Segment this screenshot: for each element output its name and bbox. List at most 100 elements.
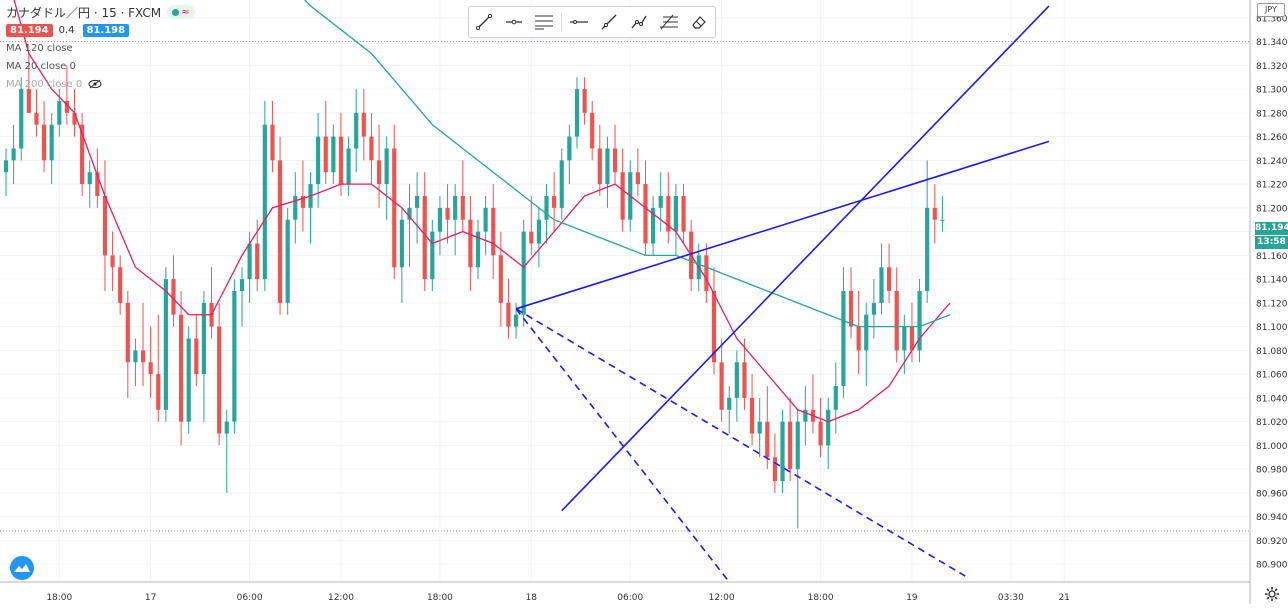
y-tick-label: 80.920 <box>1256 537 1288 547</box>
candle-up <box>57 100 62 125</box>
candle-down <box>422 195 427 280</box>
tradingview-logo-icon[interactable] <box>9 555 35 581</box>
candle-down <box>666 195 671 232</box>
market-status-pill[interactable]: ≈ <box>167 5 195 19</box>
currency-label[interactable]: JPY <box>1257 3 1285 17</box>
candle-up <box>475 231 481 268</box>
spread-value: 0.4 <box>58 24 75 36</box>
candle-up <box>415 195 420 208</box>
dashed-trend-line[interactable] <box>515 308 730 583</box>
candle-down <box>34 112 39 125</box>
candle-down <box>742 362 747 398</box>
candle-up <box>780 421 785 482</box>
polyline-icon[interactable] <box>624 7 654 37</box>
candle-down <box>217 326 222 434</box>
candle-down <box>338 136 344 185</box>
candle-up <box>902 326 907 351</box>
candle-down <box>270 124 275 161</box>
candle-down <box>932 207 937 220</box>
candles <box>3 53 945 529</box>
candle-down <box>612 148 618 173</box>
buy-price-button[interactable]: 81.198 <box>82 23 130 37</box>
candle-down <box>369 136 374 161</box>
y-tick-label: 81.280 <box>1256 109 1288 119</box>
x-tick-label: 12:00 <box>709 593 735 603</box>
candle-down <box>140 350 146 363</box>
candle-up <box>285 219 290 303</box>
horizontal-levels <box>0 41 1250 532</box>
horizontal-ray-icon[interactable] <box>499 7 529 37</box>
y-tick-label: 81.340 <box>1256 38 1288 48</box>
candle-down <box>887 267 892 291</box>
trend-line-icon[interactable] <box>469 7 499 37</box>
x-tick-label: 06:00 <box>617 593 643 603</box>
candle-down <box>719 362 724 410</box>
candle-up <box>917 291 922 351</box>
candle-up <box>232 291 237 422</box>
hidden-eye-icon[interactable] <box>88 79 102 89</box>
candle-up <box>247 243 252 280</box>
eraser-icon[interactable] <box>684 7 714 37</box>
candle-down <box>681 195 686 232</box>
bar-countdown-tag: 13:58 <box>1255 236 1288 249</box>
solid-trend-line[interactable] <box>561 5 1050 512</box>
status-glyph: ≈ <box>181 6 190 18</box>
candle-down <box>171 279 176 315</box>
candle-up <box>354 112 359 149</box>
x-tick-label: 03:30 <box>998 593 1024 603</box>
settings-gear-icon[interactable] <box>1264 586 1280 602</box>
y-tick-label: 81.360 <box>1256 14 1288 24</box>
y-tick-label: 81.020 <box>1256 418 1288 428</box>
candle-up <box>87 172 92 185</box>
chart-legend: カナダドル／円 · 15 · FXCM ≈ 81.194 0.4 81.198 … <box>6 3 195 93</box>
grid <box>0 0 1250 582</box>
candle-up <box>605 148 610 185</box>
candle-down <box>856 326 861 351</box>
indicator-row-ma120[interactable]: MA 120 close <box>6 39 195 57</box>
candle-down <box>749 397 755 434</box>
last-price-tag: 81.194 <box>1255 222 1288 235</box>
candle-up <box>879 267 884 303</box>
indicator-label-ma200: MA 200 close 0 <box>6 78 83 90</box>
fib-retracement-icon[interactable] <box>654 7 684 37</box>
y-tick-label: 81.040 <box>1256 394 1288 404</box>
dashed-trend-line[interactable] <box>515 308 966 577</box>
candle-down <box>909 326 915 351</box>
horizontal-line-icon[interactable] <box>564 7 594 37</box>
candle-up <box>734 362 739 398</box>
y-tick-label: 81.120 <box>1256 299 1288 309</box>
indicator-row-ma20[interactable]: MA 20 close 0 <box>6 57 195 75</box>
candle-up <box>19 89 24 149</box>
indicator-row-ma200[interactable]: MA 200 close 0 <box>6 75 195 93</box>
candle-down <box>643 184 648 244</box>
candle-down <box>788 421 793 470</box>
candle-up <box>536 219 541 244</box>
candle-up <box>925 207 930 291</box>
candle-up <box>567 136 572 161</box>
solid-trend-line[interactable] <box>515 140 1050 310</box>
market-open-dot <box>172 8 180 16</box>
candle-up <box>453 195 458 220</box>
y-tick-label: 81.260 <box>1256 133 1288 143</box>
candle-up <box>293 195 298 220</box>
sell-price-button[interactable]: 81.194 <box>6 23 53 37</box>
candle-down <box>529 231 534 244</box>
candle-up <box>871 302 876 315</box>
candle-down <box>179 314 184 422</box>
candle-up <box>841 291 846 387</box>
candle-up <box>658 195 663 208</box>
ray-icon[interactable] <box>594 7 624 37</box>
parallel-channel-icon[interactable] <box>529 7 559 37</box>
candle-up <box>3 160 9 173</box>
candle-down <box>772 457 777 482</box>
trend-line-drawings[interactable] <box>515 5 1050 583</box>
candle-down <box>361 112 366 137</box>
x-tick-label: 18 <box>526 593 538 603</box>
symbol-title: カナダドル／円 · 15 · FXCM <box>6 5 162 20</box>
candle-up <box>574 89 580 137</box>
candle-down <box>620 172 625 220</box>
symbol-row: カナダドル／円 · 15 · FXCM ≈ <box>6 3 195 21</box>
candle-down <box>460 195 465 220</box>
